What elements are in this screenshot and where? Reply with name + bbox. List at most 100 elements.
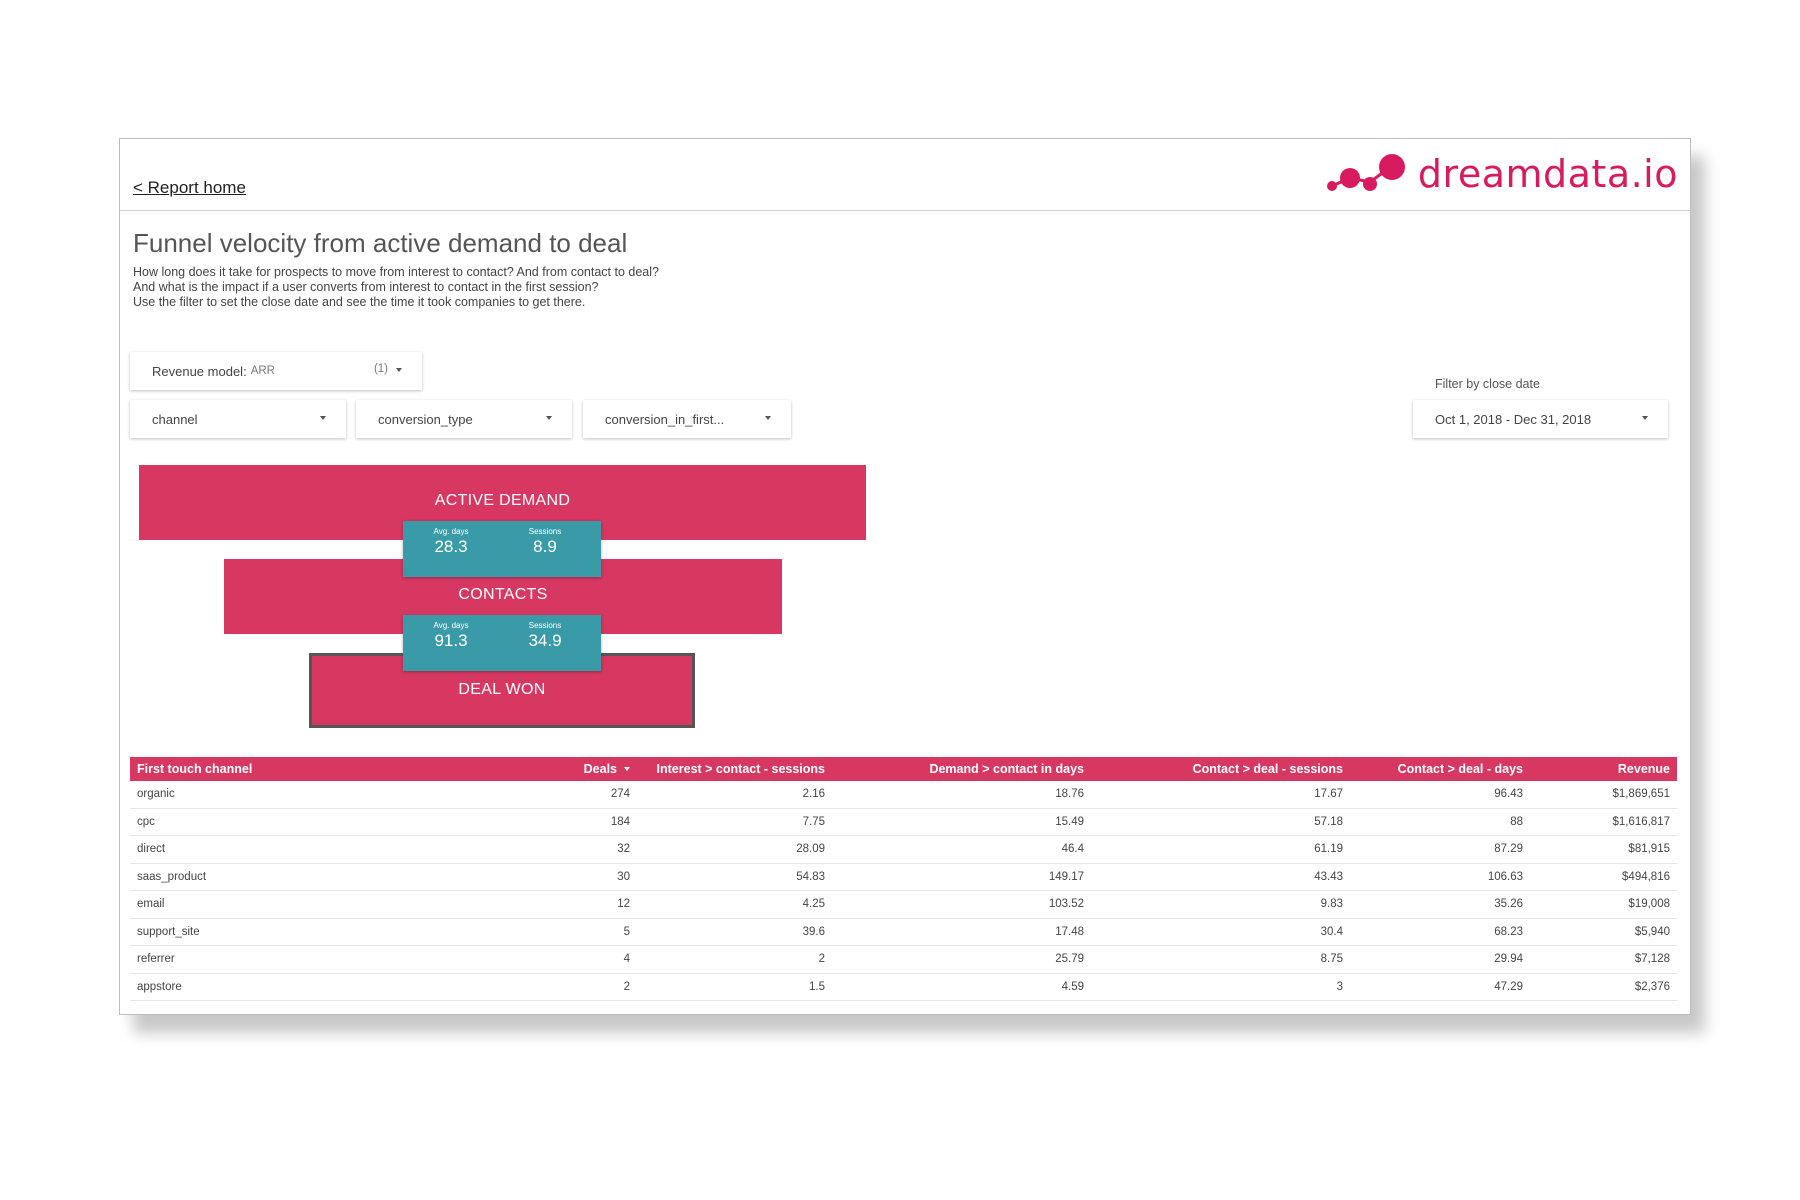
revenue-model-label: Revenue model — [152, 363, 244, 379]
table-cell: 184 — [610, 815, 630, 828]
table-cell: 61.19 — [1314, 843, 1343, 856]
table-cell: 15.49 — [1055, 815, 1084, 828]
description-line: And what is the impact if a user convert… — [133, 280, 599, 294]
table-cell: 4.59 — [1061, 980, 1084, 993]
table-cell: 18.76 — [1055, 788, 1084, 801]
table-cell: 17.48 — [1055, 925, 1084, 938]
column-header-demand-contact-days[interactable]: Demand > contact in days — [929, 762, 1084, 776]
table-cell: cpc — [137, 815, 155, 828]
table-cell: 43.43 — [1314, 870, 1343, 883]
table-cell: 29.94 — [1494, 953, 1523, 966]
table-row: direct 32 28.09 46.4 61.19 87.29 $81,915 — [130, 836, 1677, 864]
dreamdata-logo: dreamdata.io — [1324, 149, 1678, 199]
conversion-in-first-dropdown[interactable]: conversion_in_first... — [583, 400, 791, 438]
table-cell: 4.25 — [802, 898, 825, 911]
table-cell: email — [137, 898, 165, 911]
transition-metrics-contact-to-deal: Avg. days 91.3 Sessions 34.9 — [403, 615, 601, 671]
table-row: appstore 2 1.5 4.59 3 47.29 $2,376 — [130, 974, 1677, 1001]
metric-value: 34.9 — [528, 631, 562, 650]
table-cell: saas_product — [137, 870, 207, 883]
channel-dropdown-label: channel — [152, 411, 198, 427]
page-title: Funnel velocity from active demand to de… — [133, 228, 628, 258]
table-cell: 1.5 — [809, 980, 825, 993]
table-cell: support_site — [137, 925, 200, 938]
table-row: email 12 4.25 103.52 9.83 35.26 $19,008 — [130, 891, 1677, 919]
logo-dots-icon — [1326, 154, 1405, 191]
avg-days-metric: Avg. days 28.3 — [406, 527, 496, 557]
revenue-model-value: ARR — [250, 365, 275, 377]
table-cell: 5 — [623, 925, 630, 938]
report-header: < Report home dreamdata.io — [120, 139, 1690, 211]
table-cell: 106.63 — [1487, 870, 1523, 883]
table-cell: $2,376 — [1634, 980, 1670, 993]
table-header: First touch channel Deals Interest > con… — [130, 757, 1677, 781]
logo-text: dreamdata.io — [1417, 152, 1678, 196]
table-cell: appstore — [137, 980, 182, 993]
table-cell: 54.83 — [796, 870, 825, 883]
table-cell: direct — [137, 843, 166, 856]
revenue-model-count: (1) — [373, 363, 388, 375]
metric-label: Sessions — [528, 621, 562, 630]
column-header-contact-deal-sessions[interactable]: Contact > deal - sessions — [1192, 762, 1343, 776]
table-cell: 32 — [617, 843, 630, 856]
table-cell: $81,915 — [1628, 843, 1670, 856]
table-cell: 7.75 — [802, 815, 825, 828]
table-cell: $1,869,651 — [1612, 788, 1670, 801]
table-cell: 39.6 — [802, 925, 825, 938]
column-header-first-touch-channel[interactable]: First touch channel — [137, 762, 253, 776]
close-date-value: Oct 1, 2018 - Dec 31, 2018 — [1435, 411, 1592, 427]
table-row: referrer 4 2 25.79 8.75 29.94 $7,128 — [130, 946, 1677, 974]
table-cell: 88 — [1510, 815, 1523, 828]
table-cell: $1,616,817 — [1612, 815, 1670, 828]
column-header-label: Deals — [583, 762, 617, 776]
table-cell: 3 — [1336, 980, 1343, 993]
table-cell: 25.79 — [1055, 953, 1084, 966]
table-cell: 8.75 — [1320, 953, 1343, 966]
funnel-stage-label: ACTIVE DEMAND — [434, 492, 571, 509]
table-cell: 47.29 — [1494, 980, 1523, 993]
metric-label: Avg. days — [433, 621, 469, 630]
table-cell: 12 — [617, 898, 630, 911]
metric-value: 91.3 — [434, 631, 468, 650]
table-cell: 2.16 — [802, 788, 825, 801]
table-cell: 149.17 — [1048, 870, 1084, 883]
table-cell: 68.23 — [1494, 925, 1523, 938]
table-cell: 2 — [623, 980, 630, 993]
metric-value: 28.3 — [434, 537, 468, 556]
conversion-type-dropdown[interactable]: conversion_type — [356, 400, 572, 438]
metric-label: Avg. days — [433, 527, 469, 536]
description-line: How long does it take for prospects to m… — [133, 265, 659, 279]
table-cell: 9.83 — [1320, 898, 1343, 911]
table-cell: 274 — [610, 788, 630, 801]
table-cell: 30.4 — [1320, 925, 1343, 938]
report-home-link[interactable]: < Report home — [133, 178, 246, 197]
table-cell: referrer — [137, 953, 175, 966]
sort-desc-icon — [624, 767, 630, 771]
table-row: saas_product 30 54.83 149.17 43.43 106.63 $494… — [130, 864, 1677, 891]
table-cell: 4 — [623, 953, 630, 966]
column-header-revenue[interactable]: Revenue — [1617, 762, 1670, 776]
table-cell: organic — [137, 788, 175, 801]
table-cell: 2 — [818, 953, 825, 966]
column-header-deals[interactable]: Deals — [584, 757, 630, 781]
chevron-down-icon — [396, 368, 402, 372]
close-date-filter-label: Filter by close date — [1435, 377, 1540, 391]
table-cell: 17.67 — [1314, 788, 1343, 801]
conversion-type-dropdown-label: conversion_type — [378, 411, 473, 427]
column-header-interest-contact-sessions[interactable]: Interest > contact - sessions — [656, 762, 825, 776]
table-cell: $19,008 — [1628, 898, 1670, 911]
chevron-down-icon — [320, 416, 326, 420]
close-date-dropdown[interactable]: Oct 1, 2018 - Dec 31, 2018 — [1413, 400, 1668, 438]
page-description: How long does it take for prospects to m… — [133, 265, 659, 310]
table-cell: 35.26 — [1494, 898, 1523, 911]
funnel-stage-label: DEAL WON — [458, 681, 546, 698]
chevron-down-icon — [546, 416, 552, 420]
column-header-contact-deal-days[interactable]: Contact > deal - days — [1397, 762, 1523, 776]
revenue-model-dropdown[interactable]: Revenue model: ARR (1) — [130, 352, 422, 390]
table-body: organic 274 2.16 18.76 17.67 96.43 $1,869,651 c… — [130, 781, 1677, 1001]
funnel-stage-label: CONTACTS — [458, 586, 548, 603]
channel-dropdown[interactable]: channel — [130, 400, 346, 438]
avg-days-metric: Avg. days 91.3 — [406, 621, 496, 651]
table-cell: $7,128 — [1634, 953, 1670, 966]
report-frame: < Report home dreamdata.io Funnel veloci… — [119, 138, 1691, 1015]
